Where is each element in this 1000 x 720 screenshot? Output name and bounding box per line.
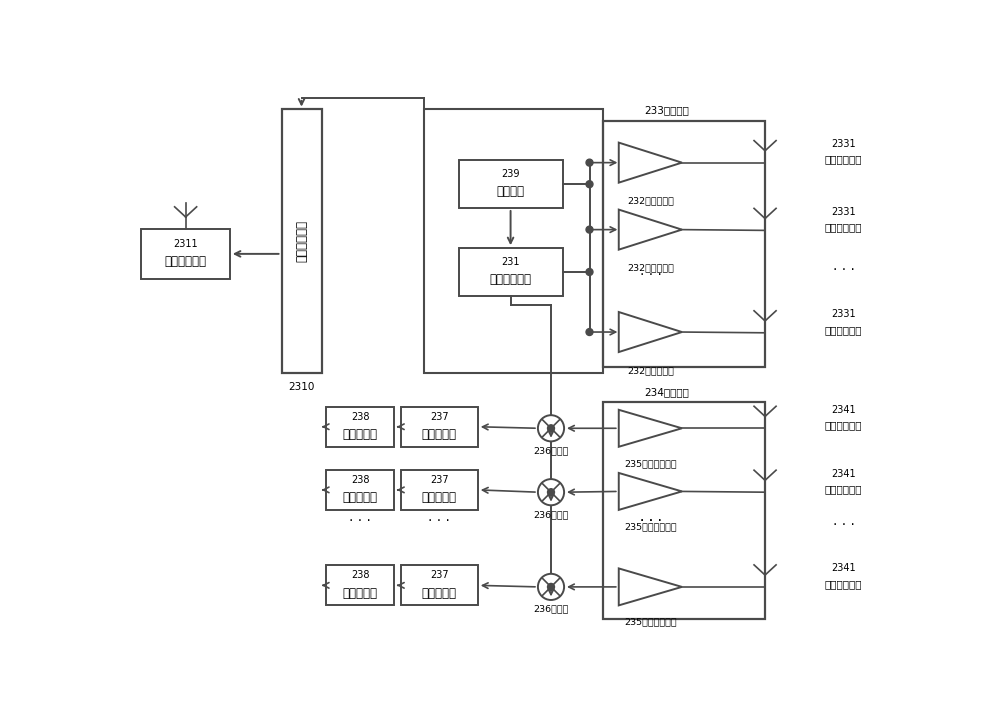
- Circle shape: [586, 159, 593, 166]
- Circle shape: [538, 574, 564, 600]
- Text: 235低噪声放大器: 235低噪声放大器: [624, 459, 677, 468]
- Text: 接收天线阵元: 接收天线阵元: [825, 484, 862, 494]
- Text: · · ·: · · ·: [349, 515, 371, 528]
- Text: 236混频器: 236混频器: [533, 510, 569, 519]
- Bar: [603, 402, 765, 619]
- Text: 信号处理电路: 信号处理电路: [295, 220, 308, 262]
- Text: 235低噪声放大器: 235低噪声放大器: [624, 522, 677, 531]
- Bar: [326, 470, 394, 510]
- Bar: [603, 121, 765, 367]
- Text: 控制电路: 控制电路: [497, 185, 525, 199]
- Bar: [326, 565, 394, 606]
- Text: 232功率放大器: 232功率放大器: [627, 264, 674, 272]
- Text: · · ·: · · ·: [640, 515, 662, 528]
- Bar: [401, 407, 478, 446]
- Text: 2310: 2310: [288, 382, 315, 392]
- Text: 模数转换器: 模数转换器: [343, 491, 378, 504]
- Circle shape: [538, 479, 564, 505]
- Circle shape: [538, 415, 564, 441]
- Text: 模数转换器: 模数转换器: [343, 587, 378, 600]
- Text: · · ·: · · ·: [428, 515, 450, 528]
- Bar: [141, 229, 230, 279]
- Circle shape: [548, 425, 554, 432]
- Circle shape: [586, 226, 593, 233]
- Circle shape: [586, 269, 593, 276]
- Text: 233发射阵列: 233发射阵列: [644, 106, 689, 116]
- Text: · · ·: · · ·: [640, 515, 662, 528]
- Bar: [401, 565, 478, 606]
- Text: 中频滤波器: 中频滤波器: [422, 428, 457, 441]
- Text: 2341: 2341: [831, 405, 856, 415]
- Text: 2341: 2341: [831, 564, 856, 573]
- Circle shape: [548, 583, 554, 590]
- Circle shape: [548, 489, 554, 495]
- Text: 238: 238: [351, 570, 369, 580]
- Text: 中频滤波器: 中频滤波器: [422, 491, 457, 504]
- Text: 2331: 2331: [831, 207, 856, 217]
- Text: 发射天线阵元: 发射天线阵元: [825, 222, 862, 233]
- Text: 237: 237: [430, 475, 449, 485]
- Bar: [401, 470, 478, 510]
- Text: 2331: 2331: [831, 139, 856, 149]
- Text: 231: 231: [501, 257, 520, 267]
- Text: 238: 238: [351, 412, 369, 422]
- Text: 232功率放大器: 232功率放大器: [627, 366, 674, 375]
- Circle shape: [586, 181, 593, 188]
- Bar: [282, 109, 322, 373]
- Text: 发射天线阵元: 发射天线阵元: [825, 155, 862, 165]
- Bar: [424, 109, 603, 373]
- Text: · · ·: · · ·: [833, 518, 855, 532]
- Text: 235低噪声放大器: 235低噪声放大器: [624, 618, 677, 626]
- Text: 无线传输模块: 无线传输模块: [165, 255, 207, 268]
- Text: 234接收阵列: 234接收阵列: [644, 387, 689, 397]
- Text: 232功率放大器: 232功率放大器: [627, 197, 674, 205]
- Bar: [459, 248, 563, 296]
- Text: 接收天线阵元: 接收天线阵元: [825, 579, 862, 589]
- Text: 模数转换器: 模数转换器: [343, 428, 378, 441]
- Text: 237: 237: [430, 412, 449, 422]
- Text: 236混频器: 236混频器: [533, 605, 569, 613]
- Circle shape: [586, 328, 593, 336]
- Text: · · ·: · · ·: [833, 263, 855, 276]
- Text: 2331: 2331: [831, 310, 856, 320]
- Text: 236混频器: 236混频器: [533, 446, 569, 455]
- Text: 发射天线阵元: 发射天线阵元: [825, 325, 862, 335]
- Text: 信号发生单元: 信号发生单元: [490, 273, 532, 286]
- Text: 239: 239: [501, 169, 520, 179]
- Text: 2341: 2341: [831, 469, 856, 479]
- Text: 中频滤波器: 中频滤波器: [422, 587, 457, 600]
- Text: 238: 238: [351, 475, 369, 485]
- Text: 2311: 2311: [173, 239, 198, 249]
- Text: 237: 237: [430, 570, 449, 580]
- Bar: [459, 161, 563, 208]
- Bar: [326, 407, 394, 446]
- Text: · · ·: · · ·: [640, 268, 662, 282]
- Text: 接收天线阵元: 接收天线阵元: [825, 420, 862, 430]
